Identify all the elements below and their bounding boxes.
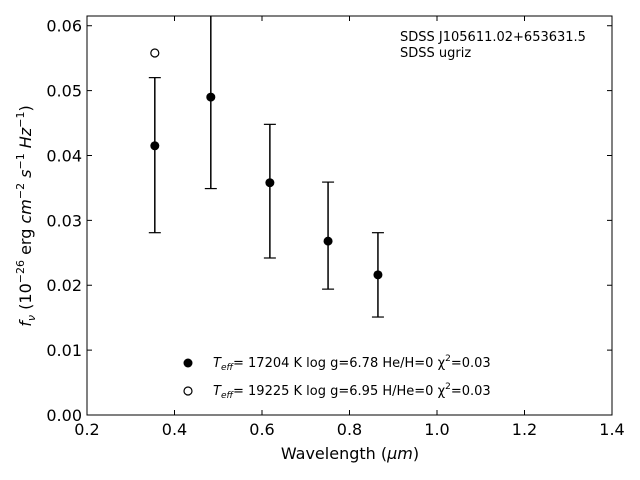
plot-frame [86, 15, 613, 416]
legend-marker-open [183, 386, 193, 396]
x-tick-label: 1.4 [599, 420, 624, 439]
annotation-survey: SDSS ugriz [400, 46, 471, 61]
y-tick-label: 0.02 [46, 276, 82, 295]
legend-marker-filled [183, 358, 193, 368]
y-tick-label: 0.04 [46, 146, 82, 165]
x-tick-label: 0.8 [337, 420, 362, 439]
data-point [373, 270, 383, 280]
x-axis-label: Wavelength (μm) [281, 444, 419, 463]
y-tick-label: 0.01 [46, 341, 82, 360]
y-tick-label: 0.05 [46, 82, 82, 101]
y-tick-label: 0.00 [46, 406, 82, 425]
y-tick-label: 0.03 [46, 211, 82, 230]
y-tick-label: 0.06 [46, 17, 82, 36]
legend: Teff= 17204 K log g=6.78 He/H=0 χ2=0.03 … [183, 354, 491, 401]
x-tick-label: 1.0 [424, 420, 449, 439]
data-point [323, 236, 333, 246]
data-point [265, 178, 275, 188]
x-tick-label: 0.6 [249, 420, 274, 439]
y-axis-label: fν (10−26 erg cm−2 s−1 Hz−1) [14, 105, 38, 326]
x-tick-label: 0.4 [162, 420, 187, 439]
x-tick-label: 1.2 [512, 420, 537, 439]
x-tick-label: 0.2 [74, 420, 99, 439]
data-point [206, 92, 216, 102]
annotation-object: SDSS J105611.02+653631.5 [400, 30, 586, 45]
model-point [150, 48, 160, 58]
legend-entry-2: Teff= 19225 K log g=6.95 H/He=0 χ2=0.03 [213, 382, 491, 401]
legend-entry-1: Teff= 17204 K log g=6.78 He/H=0 χ2=0.03 [213, 354, 491, 373]
data-point [150, 141, 160, 151]
